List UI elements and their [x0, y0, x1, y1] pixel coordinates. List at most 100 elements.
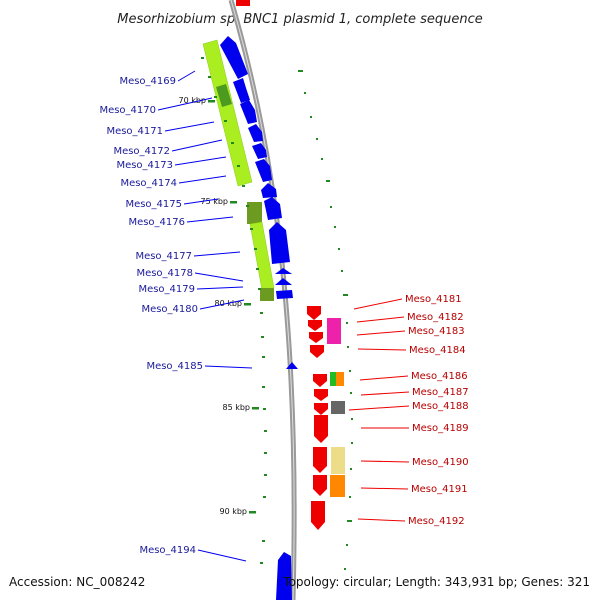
gene-label-meso-4171: Meso_4171	[106, 121, 215, 137]
scale-tick: 80 kbp	[214, 299, 251, 308]
gc-mark	[208, 76, 211, 78]
gc-mark	[316, 138, 318, 140]
cog-box-orange-2	[330, 475, 345, 497]
leader-line	[204, 365, 253, 369]
gene-label-text: Meso_4172	[113, 146, 170, 157]
gene-label-meso-4183: Meso_4183	[356, 326, 465, 337]
scale-tick: 75 kbp	[200, 197, 237, 206]
gene-arrow-meso-4179	[275, 278, 292, 285]
gc-mark	[321, 158, 323, 160]
leader-line	[197, 549, 247, 562]
gc-mark	[237, 165, 240, 167]
gene-label-text: Meso_4176	[128, 217, 185, 228]
gene-label-meso-4173: Meso_4173	[116, 156, 227, 171]
gc-mark	[263, 408, 266, 410]
gene-arrow-meso-4189	[314, 415, 328, 443]
gene-label-meso-4184: Meso_4184	[357, 345, 466, 356]
gene-label-meso-4178: Meso_4178	[136, 268, 244, 282]
gc-mark	[350, 468, 352, 470]
gene-label-text: Meso_4175	[125, 199, 182, 210]
gene-label-text: Meso_4173	[116, 160, 173, 171]
gene-arrow-meso-4192	[311, 501, 325, 530]
gene-arrow-meso-4171	[240, 100, 257, 124]
gc-mark	[214, 96, 217, 98]
gene-label-text: Meso_4181	[405, 294, 462, 305]
gene-label-text: Meso_4184	[409, 345, 466, 356]
leader-line	[356, 330, 406, 336]
gene-arrow-meso-4191	[313, 475, 327, 496]
gc-mark	[263, 496, 266, 498]
leader-line	[360, 460, 410, 463]
gene-label-meso-4169: Meso_4169	[119, 70, 196, 87]
leader-line	[164, 121, 215, 132]
gene-label-text: Meso_4170	[99, 105, 156, 116]
gene-arrow-meso-4172	[248, 124, 263, 142]
gc-marks-outer	[298, 70, 353, 570]
gene-label-text: Meso_4169	[119, 76, 176, 87]
gc-mark	[298, 70, 303, 72]
gene-label-meso-4174: Meso_4174	[120, 175, 227, 189]
gene-arrow-top-reverse	[236, 0, 250, 6]
gene-label-text: Meso_4190	[412, 457, 469, 468]
gene-arrow-meso-4170	[233, 78, 250, 103]
gene-arrow-meso-4176	[264, 197, 282, 220]
gc-mark	[262, 386, 265, 388]
leader-line	[174, 156, 227, 166]
gene-arrow-meso-4190	[313, 447, 327, 473]
gene-label-meso-4181: Meso_4181	[353, 294, 462, 310]
gene-label-text: Meso_4189	[412, 423, 469, 434]
gene-label-text: Meso_4178	[136, 268, 193, 279]
gc-mark	[254, 248, 257, 250]
gene-arrow-meso-4178	[275, 268, 292, 274]
forward-gene-arrows	[220, 36, 298, 600]
gene-label-meso-4182: Meso_4182	[356, 312, 464, 323]
gene-label-meso-4186: Meso_4186	[359, 371, 468, 382]
gc-mark	[350, 392, 352, 394]
gc-mark	[261, 336, 264, 338]
gc-mark	[224, 120, 227, 122]
gene-label-meso-4170: Meso_4170	[99, 97, 213, 116]
leader-line	[186, 216, 234, 223]
gene-label-meso-4190: Meso_4190	[360, 457, 469, 468]
gene-label-text: Meso_4187	[412, 387, 469, 398]
leader-line	[194, 272, 244, 282]
gene-arrow-meso-4173	[252, 143, 267, 159]
gc-mark	[246, 205, 249, 207]
gc-mark	[262, 540, 265, 542]
leader-line	[360, 391, 410, 396]
gene-label-meso-4194: Meso_4194	[139, 545, 247, 562]
leader-line	[353, 298, 403, 310]
gene-arrow-meso-4186	[313, 374, 327, 387]
cog-box-gray	[331, 401, 345, 414]
gene-arrow-meso-4180	[276, 290, 293, 299]
gene-arrow-meso-4177	[269, 222, 290, 264]
scale-tick-label: 90 kbp	[219, 507, 247, 516]
cog-box-green	[330, 372, 336, 386]
gene-label-meso-4185: Meso_4185	[146, 361, 253, 372]
gene-label-meso-4179: Meso_4179	[138, 284, 244, 295]
gene-arrow-meso-4194	[276, 552, 292, 600]
gc-mark	[344, 568, 346, 570]
gene-arrow-meso-4188	[314, 403, 328, 415]
gc-mark	[250, 228, 253, 230]
map-title: Mesorhizobium sp. BNC1 plasmid 1, comple…	[117, 12, 483, 27]
gene-arrow-meso-4181	[307, 306, 321, 320]
gene-label-text: Meso_4183	[408, 326, 465, 337]
gene-arrow-meso-4184	[310, 345, 324, 358]
cog-track-reverse	[327, 318, 345, 497]
gene-label-meso-4188: Meso_4188	[348, 401, 469, 412]
gene-label-text: Meso_4171	[106, 126, 163, 137]
gc-mark	[351, 442, 353, 444]
scale-tick-label: 85 kbp	[222, 403, 250, 412]
gc-mark	[347, 346, 349, 348]
gc-mark	[231, 142, 234, 144]
gc-mark	[264, 474, 267, 476]
scale-tick-mark	[244, 303, 251, 306]
gene-label-meso-4189: Meso_4189	[361, 423, 469, 434]
gc-mark	[347, 520, 352, 522]
gene-label-text: Meso_4182	[407, 312, 464, 323]
scale-tick-mark	[208, 100, 215, 103]
scale-tick-mark	[252, 407, 259, 410]
gc-mark	[346, 544, 348, 546]
